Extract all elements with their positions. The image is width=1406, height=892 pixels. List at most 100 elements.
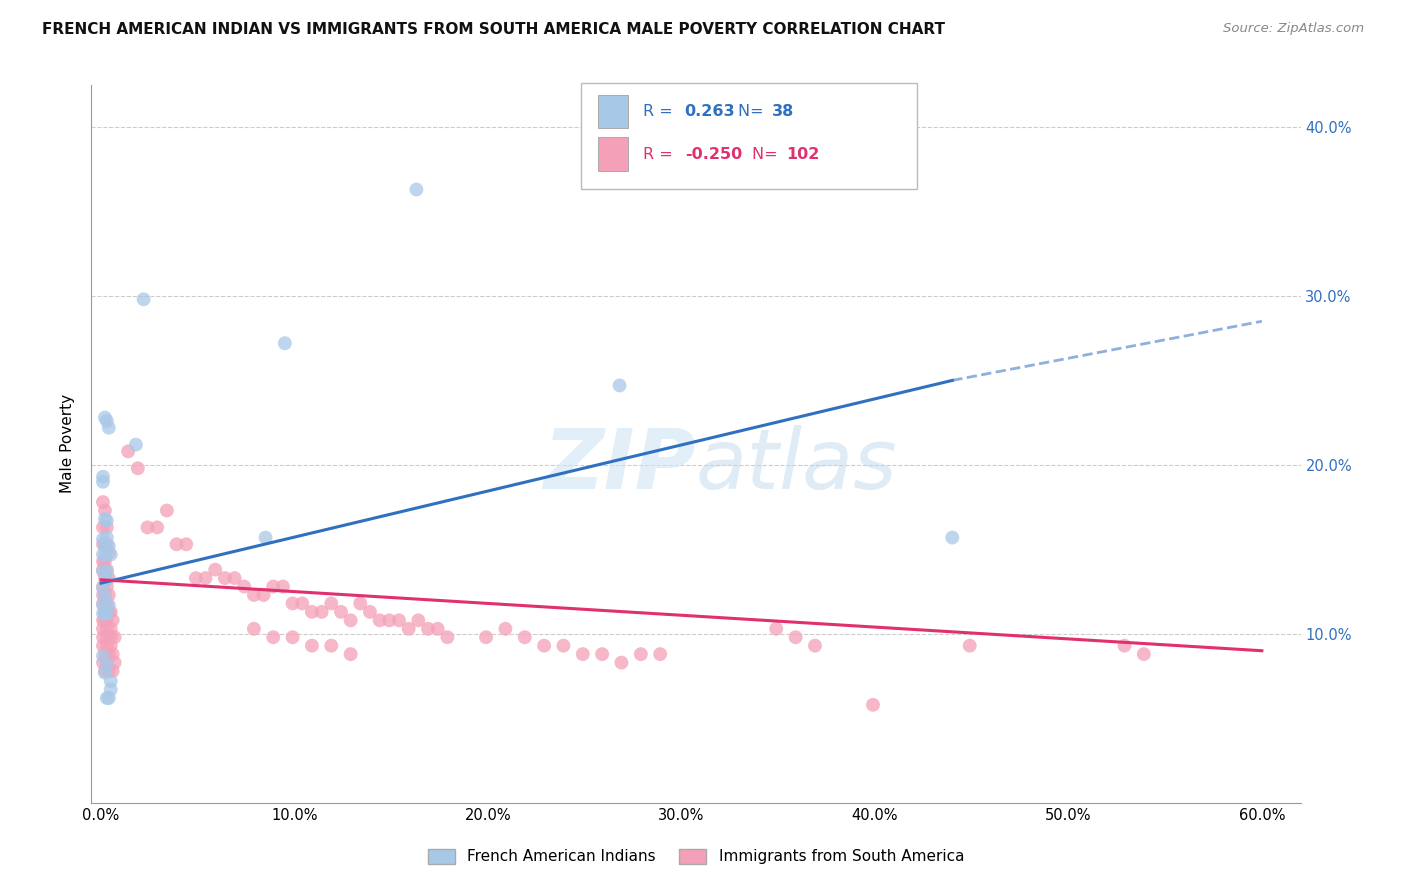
Point: [97, 571, 120, 585]
Point: [765, 622, 787, 636]
Point: [330, 605, 353, 619]
Point: [91, 630, 114, 644]
Point: [262, 580, 284, 594]
Point: [100, 682, 122, 697]
Point: [94, 607, 117, 621]
Point: [96, 563, 118, 577]
Point: [339, 613, 361, 627]
Point: [650, 647, 672, 661]
Point: [132, 293, 155, 307]
Point: [91, 607, 114, 621]
Point: [91, 469, 114, 483]
Point: [262, 630, 284, 644]
Point: [91, 565, 114, 579]
Point: [100, 605, 122, 619]
Point: [94, 512, 117, 526]
Point: [959, 639, 981, 653]
Point: [1133, 647, 1156, 661]
Point: [91, 554, 114, 568]
Text: R =: R =: [643, 147, 678, 161]
Point: [94, 410, 117, 425]
Point: [96, 657, 118, 672]
Point: [97, 588, 120, 602]
Point: [194, 571, 217, 585]
Text: FRENCH AMERICAN INDIAN VS IMMIGRANTS FROM SOUTH AMERICA MALE POVERTY CORRELATION: FRENCH AMERICAN INDIAN VS IMMIGRANTS FRO…: [42, 22, 945, 37]
Point: [91, 520, 114, 534]
Point: [91, 563, 114, 577]
Point: [97, 598, 120, 612]
Point: [91, 495, 114, 509]
Point: [91, 639, 114, 653]
Point: [96, 639, 118, 653]
Point: [166, 537, 188, 551]
Y-axis label: Male Poverty: Male Poverty: [60, 394, 76, 493]
Point: [94, 613, 117, 627]
Point: [91, 656, 114, 670]
Point: [100, 622, 122, 636]
Text: N=: N=: [738, 104, 769, 119]
Point: [91, 533, 114, 547]
Point: [174, 537, 197, 551]
Point: [609, 378, 631, 392]
Text: N=: N=: [752, 147, 783, 161]
Point: [301, 639, 323, 653]
Point: [94, 647, 117, 661]
Point: [533, 639, 555, 653]
Point: [96, 613, 118, 627]
Text: atlas: atlas: [696, 425, 897, 506]
Point: [91, 580, 114, 594]
Point: [125, 437, 148, 451]
Point: [96, 622, 118, 636]
Point: [243, 622, 266, 636]
Point: [96, 520, 118, 534]
Text: -0.250: -0.250: [685, 147, 742, 161]
Point: [127, 461, 149, 475]
Point: [321, 596, 343, 610]
Point: [94, 571, 117, 585]
Point: [91, 475, 114, 489]
Point: [104, 630, 127, 644]
Point: [339, 647, 361, 661]
Point: [97, 421, 120, 435]
Point: [862, 698, 884, 712]
Point: [388, 613, 411, 627]
Point: [513, 630, 536, 644]
Point: [184, 571, 207, 585]
Point: [97, 647, 120, 661]
Point: [91, 648, 114, 663]
Point: [274, 336, 297, 351]
Point: [96, 630, 118, 644]
Point: [291, 596, 314, 610]
Point: [436, 630, 458, 644]
Point: [94, 503, 117, 517]
Point: [610, 656, 633, 670]
Point: [204, 563, 226, 577]
Point: [97, 691, 120, 706]
Point: [91, 596, 114, 610]
Point: [405, 182, 427, 196]
Legend: French American Indians, Immigrants from South America: French American Indians, Immigrants from…: [422, 843, 970, 871]
Point: [233, 580, 256, 594]
Point: [97, 539, 120, 553]
Point: [97, 664, 120, 678]
Point: [96, 573, 118, 587]
Point: [96, 514, 118, 528]
Point: [252, 588, 274, 602]
Point: [100, 548, 122, 562]
Point: [101, 664, 124, 678]
Point: [91, 588, 114, 602]
Point: [136, 520, 159, 534]
Point: [97, 546, 120, 560]
Point: [96, 565, 118, 579]
Text: 0.263: 0.263: [685, 104, 735, 119]
Point: [591, 647, 613, 661]
Point: [281, 630, 304, 644]
Point: [104, 656, 127, 670]
Point: [117, 444, 139, 458]
Point: [311, 605, 333, 619]
Point: [94, 548, 117, 562]
Point: [94, 554, 117, 568]
Point: [101, 613, 124, 627]
Point: [243, 588, 266, 602]
Point: [368, 613, 391, 627]
